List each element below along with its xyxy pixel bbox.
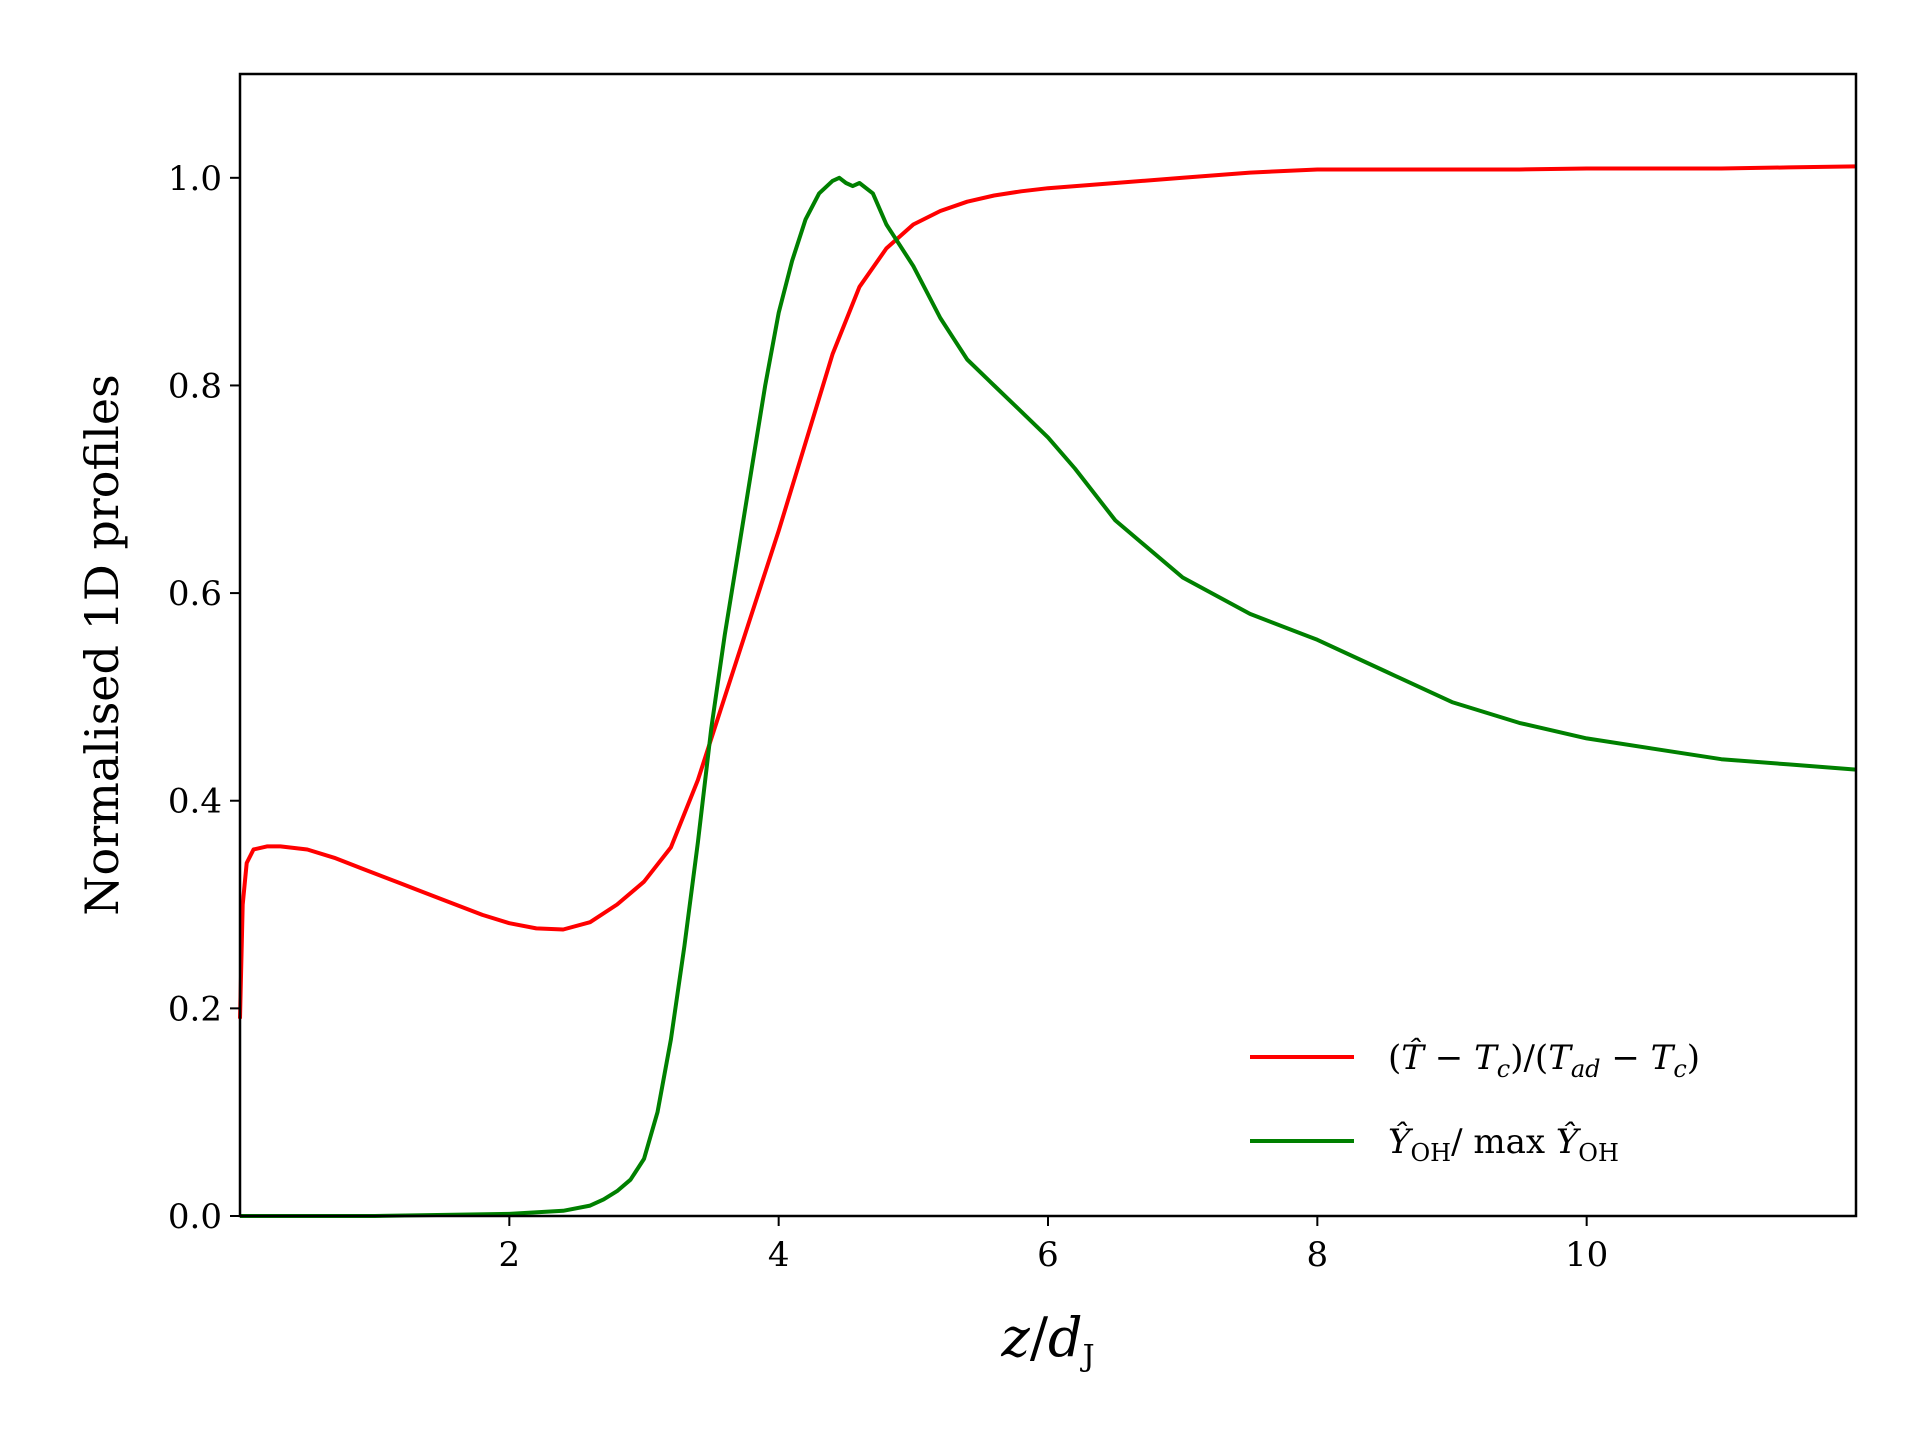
- series-layer: [238, 164, 1857, 1218]
- y-tick-label: 1.0: [168, 159, 222, 199]
- x-tick-label: 8: [1307, 1235, 1329, 1275]
- y-tick-label: 0.6: [168, 574, 222, 614]
- y-axis: 0.0 0.2 0.4 0.6 0.8 1.0: [168, 159, 240, 1237]
- series-line-temperature: [238, 164, 1857, 1019]
- y-tick-label: 0.8: [168, 366, 222, 406]
- x-tick-label: 2: [499, 1235, 521, 1275]
- legend-label-temperature: (T̂ − Tc)/(Tad − Tc): [1388, 1037, 1700, 1083]
- y-tick-label: 0.0: [168, 1197, 222, 1237]
- x-axis-title: z/dJ: [1000, 1306, 1094, 1374]
- y-tick-label: 0.2: [168, 989, 222, 1029]
- x-tick-label: 4: [768, 1235, 790, 1275]
- legend-label-oh: ŶOH/ max ŶOH: [1388, 1121, 1619, 1167]
- y-tick-label: 0.4: [168, 782, 222, 822]
- series-line-oh: [240, 175, 1857, 1218]
- x-tick-label: 10: [1565, 1235, 1608, 1275]
- y-axis-title: Normalised 1D profiles: [75, 374, 129, 915]
- x-tick-label: 6: [1037, 1235, 1059, 1275]
- x-axis: 2 4 6 8 10: [499, 1216, 1608, 1275]
- legend: (T̂ − Tc)/(Tad − Tc) ŶOH/ max ŶOH: [1250, 1037, 1700, 1167]
